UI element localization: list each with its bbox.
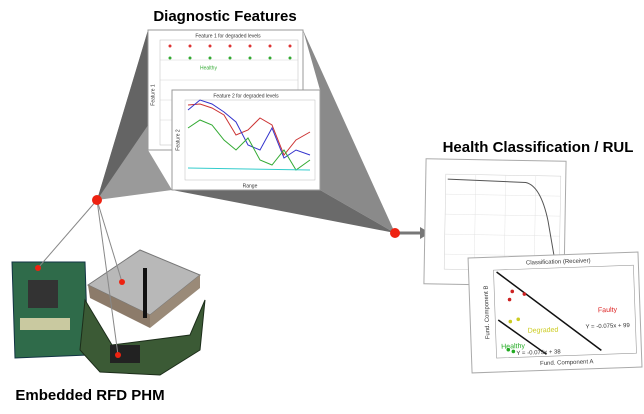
node-dot: [119, 279, 125, 285]
connector-lines: [37, 199, 123, 356]
right-title: Health Classification / RUL: [443, 139, 634, 156]
node-dot: [35, 265, 41, 271]
rul-chart: [423, 158, 567, 287]
x-label: Fund. Component A: [540, 359, 594, 367]
chart-title: Classification (Receiver): [526, 258, 591, 266]
y-label: Feature 2: [175, 129, 181, 151]
node-dot: [92, 195, 102, 205]
region-faulty: Faulty: [598, 307, 618, 315]
equation-1: Y = -0.075x + 99: [585, 323, 630, 331]
y-label: Fund. Component B: [484, 285, 492, 339]
chart-title: Feature 1 for degraded levels: [195, 33, 261, 39]
feature-chart-2: Feature 2 for degraded levels Feature 2 …: [171, 89, 321, 191]
funnel-right: [303, 30, 395, 233]
classification-chart: Classification (Receiver) Faulty Degrade…: [467, 251, 643, 374]
node-dot: [390, 228, 400, 238]
funnel-bottom: [172, 190, 395, 233]
region-healthy: Healthy: [501, 343, 525, 351]
legend: Healthy: [200, 65, 217, 71]
x-label: Range: [243, 183, 258, 189]
equation-2: Y = -0.075x + 38: [516, 349, 561, 357]
y-label: Feature 1: [150, 84, 156, 106]
chart-title: Feature 2 for degraded levels: [213, 93, 279, 99]
node-dot: [115, 352, 121, 358]
left-title: Diagnostic Features: [153, 8, 296, 25]
region-degraded: Degraded: [528, 327, 559, 335]
bottom-title: Embedded RFD PHM: [15, 387, 164, 404]
hardware-photo: [11, 249, 206, 376]
